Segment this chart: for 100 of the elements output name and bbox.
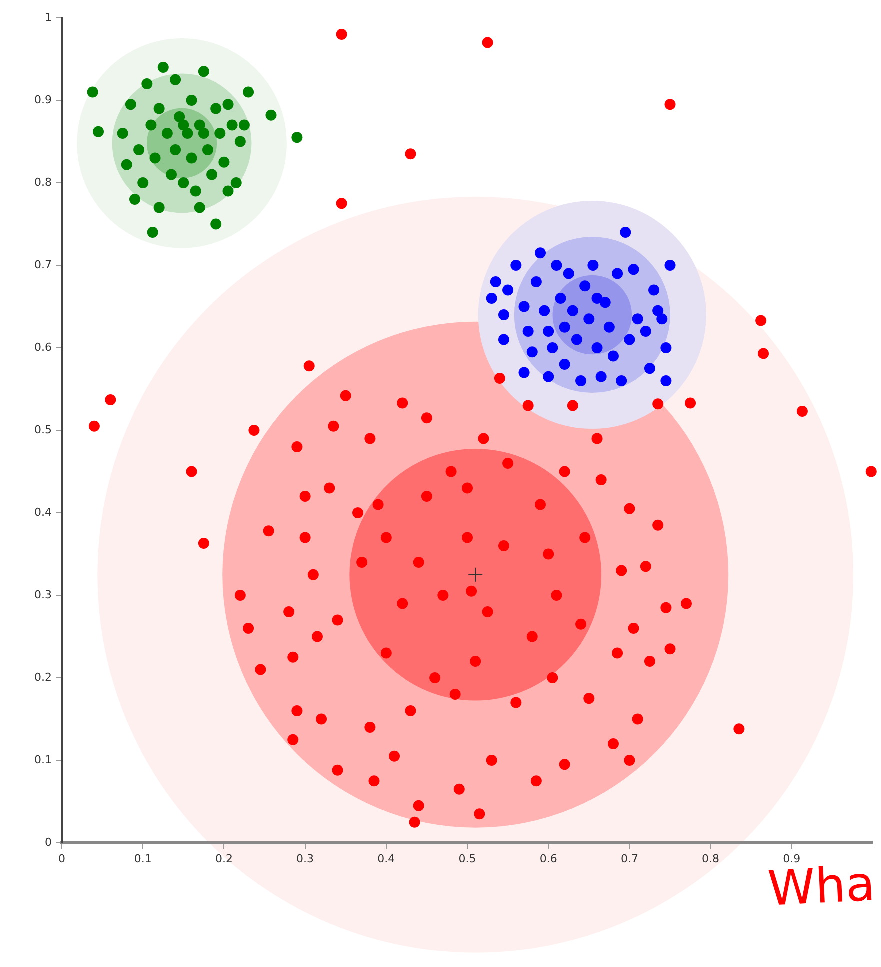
point <box>138 178 149 188</box>
point <box>498 310 510 320</box>
point <box>660 376 672 386</box>
point <box>526 346 538 358</box>
point <box>652 305 664 316</box>
point <box>202 144 214 156</box>
y-tick-label: 0.5 <box>34 423 52 436</box>
point <box>222 99 234 110</box>
point <box>547 342 558 354</box>
point <box>210 103 222 114</box>
point <box>580 280 591 292</box>
point <box>559 322 570 333</box>
point <box>624 334 636 346</box>
point <box>154 103 165 114</box>
x-tick-label: 0.6 <box>540 852 558 866</box>
point <box>592 293 603 304</box>
point <box>596 371 607 382</box>
point <box>543 326 554 337</box>
point <box>158 62 169 73</box>
y-tick-label: 1 <box>45 10 52 24</box>
point <box>154 202 165 214</box>
x-tick-label: 0.3 <box>296 852 314 866</box>
y-tick-label: 0.9 <box>34 93 52 106</box>
x-tick-label: 0 <box>58 852 66 866</box>
point <box>660 342 672 354</box>
y-tick-label: 0.3 <box>34 588 52 602</box>
x-tick-label: 0.7 <box>620 852 638 866</box>
point <box>218 156 230 168</box>
y-tick-label: 0.8 <box>34 176 52 189</box>
point <box>604 322 615 333</box>
x-tick-label: 0.2 <box>215 852 233 866</box>
point <box>486 293 498 304</box>
point <box>178 120 190 131</box>
point <box>648 284 660 296</box>
point <box>117 128 128 139</box>
point <box>87 86 98 98</box>
point <box>468 567 484 582</box>
point <box>134 144 145 156</box>
point <box>206 169 218 180</box>
point <box>146 120 157 131</box>
point <box>121 159 132 170</box>
point <box>539 305 550 316</box>
point <box>555 293 566 304</box>
point <box>563 268 574 280</box>
point <box>543 371 554 382</box>
x-tick-label: 0.9 <box>783 852 801 866</box>
point <box>644 363 656 374</box>
x-tick-label: 0.5 <box>458 852 476 866</box>
point <box>210 218 222 230</box>
point <box>222 186 234 197</box>
point <box>571 334 582 346</box>
point <box>588 260 599 271</box>
point <box>198 128 210 139</box>
point <box>226 120 238 131</box>
point <box>292 132 303 144</box>
point <box>530 276 542 288</box>
point <box>230 178 242 188</box>
point <box>592 342 603 354</box>
x-tick-label: 0.4 <box>378 852 396 866</box>
point <box>640 326 652 337</box>
point <box>190 186 202 197</box>
point <box>125 99 136 110</box>
point <box>129 194 140 205</box>
point <box>502 284 514 296</box>
point <box>551 260 562 271</box>
point <box>198 66 210 78</box>
point <box>174 112 186 122</box>
point <box>182 128 194 139</box>
x-tick-label: 0.1 <box>134 852 152 866</box>
point <box>186 152 198 164</box>
point <box>608 350 619 362</box>
y-tick-label: 0.4 <box>34 506 52 519</box>
point <box>584 314 595 325</box>
point <box>178 178 190 188</box>
point <box>620 227 632 238</box>
point <box>567 305 578 316</box>
point <box>162 128 173 139</box>
point <box>194 120 206 131</box>
point <box>166 169 177 180</box>
point <box>142 78 153 90</box>
point <box>616 376 628 386</box>
point <box>576 376 587 386</box>
point <box>612 268 624 280</box>
point <box>656 314 668 325</box>
point <box>559 359 570 370</box>
point <box>243 86 254 98</box>
x-tick-label: 0.8 <box>702 852 720 866</box>
point <box>534 248 546 259</box>
point <box>92 126 104 138</box>
y-tick-label: 0.7 <box>34 258 52 272</box>
point <box>186 95 198 106</box>
point <box>490 276 502 288</box>
point <box>147 227 158 238</box>
point <box>510 260 522 271</box>
point <box>498 334 510 346</box>
point <box>518 301 530 312</box>
point <box>170 144 182 156</box>
point <box>150 152 161 164</box>
point <box>238 120 250 131</box>
point <box>632 314 644 325</box>
